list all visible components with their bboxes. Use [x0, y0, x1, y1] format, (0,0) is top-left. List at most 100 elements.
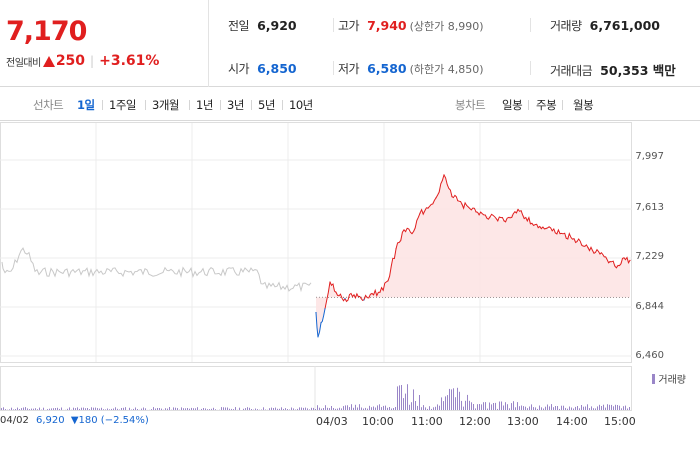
x-tick-label: 13:00 — [507, 415, 539, 428]
x-tick-label: 11:00 — [411, 415, 443, 428]
volume-bar — [13, 409, 14, 410]
price-point — [623, 257, 625, 259]
volume-bar — [431, 408, 432, 410]
volume-bar — [349, 407, 350, 410]
price-point — [363, 299, 365, 301]
price-point — [617, 264, 619, 267]
volume-bar — [495, 402, 496, 410]
volume-bar — [193, 408, 194, 410]
volume-bar — [11, 407, 12, 410]
volume-bar — [317, 405, 318, 410]
volume-bar — [433, 407, 434, 410]
price-chart[interactable]: 7,997 7,613 7,229 6,844 6,460 거래량 04/02 … — [0, 122, 700, 450]
volume-bar — [43, 407, 44, 410]
volume-bar — [285, 408, 286, 410]
volume-bar — [287, 409, 288, 410]
change-percent: +3.61% — [99, 53, 160, 69]
volume-bar — [291, 407, 292, 410]
price-line-segment — [427, 197, 437, 209]
volume-bar — [389, 407, 390, 410]
volume-bar — [225, 407, 226, 410]
volume-bar — [565, 407, 566, 410]
price-line-segment — [335, 291, 346, 302]
divider — [333, 61, 334, 75]
volume-bar — [537, 408, 538, 410]
volume-bar — [197, 407, 198, 410]
volume-bar — [363, 408, 364, 410]
volume-bar — [367, 408, 368, 410]
price-block: 7,170 전일대비 250 | +3.61% — [0, 0, 209, 87]
volume-bar — [603, 404, 604, 410]
change-row: 전일대비 250 | +3.61% — [6, 53, 159, 69]
divider — [530, 18, 531, 32]
volume-bar — [19, 409, 20, 410]
volume-bar — [583, 406, 584, 410]
price-line-segment — [617, 257, 625, 267]
stat-sub: (하한가 4,850) — [409, 63, 484, 76]
volume-bar — [1, 408, 2, 410]
period-10y[interactable]: 10년 — [289, 98, 313, 112]
price-point — [489, 216, 491, 218]
period-5y[interactable]: 5년 — [258, 98, 275, 112]
period-3m[interactable]: 3개월 — [152, 98, 179, 112]
stat-value: 6,761,000 — [589, 18, 661, 33]
divider — [562, 100, 563, 110]
price-point — [344, 298, 346, 300]
volume-bar — [333, 408, 334, 410]
volume-bar — [541, 407, 542, 410]
volume-bar — [303, 407, 304, 410]
volume-bar — [283, 408, 284, 410]
volume-bar — [167, 408, 168, 410]
volume-bar — [341, 408, 342, 410]
period-1d[interactable]: 1일 — [77, 98, 95, 112]
volume-bar — [613, 406, 614, 410]
x-tick-label: 15:00 — [604, 415, 636, 428]
volume-bar — [25, 407, 26, 410]
price-line-segment — [461, 201, 477, 213]
volume-bar — [323, 408, 324, 410]
volume-bar — [173, 407, 174, 410]
price-line-segment — [344, 292, 355, 303]
volume-bar — [445, 396, 446, 410]
candle-monthly[interactable]: 월봉 — [573, 98, 594, 112]
volume-bar — [129, 407, 130, 410]
volume-bar — [581, 405, 582, 410]
volume-bar — [347, 405, 348, 410]
period-1w[interactable]: 1주일 — [109, 98, 136, 112]
candle-weekly[interactable]: 주봉 — [536, 98, 557, 112]
volume-bar — [607, 404, 608, 410]
volume-bar — [117, 408, 118, 410]
volume-bar — [531, 404, 532, 410]
volume-bar — [223, 407, 224, 410]
line-chart-label: 선차트 — [33, 98, 64, 112]
volume-bar — [131, 409, 132, 410]
volume-bar — [105, 409, 106, 410]
volume-bar — [457, 387, 458, 410]
candle-daily[interactable]: 일봉 — [502, 98, 523, 112]
volume-bar — [533, 407, 534, 410]
period-3y[interactable]: 3년 — [227, 98, 244, 112]
volume-bar — [35, 408, 36, 410]
volume-bar — [455, 397, 456, 410]
volume-bar — [507, 404, 508, 410]
volume-bar — [135, 407, 136, 410]
price-point — [315, 312, 317, 314]
price-point — [324, 308, 326, 310]
volume-bar — [103, 409, 104, 410]
volume-bar — [325, 405, 326, 410]
volume-bar — [545, 406, 546, 410]
volume-bar — [437, 404, 438, 410]
volume-bar — [269, 408, 270, 410]
volume-bar — [365, 407, 366, 410]
stat-value: 7,940 — [367, 18, 407, 33]
price-point — [443, 174, 445, 176]
volume-bar — [319, 407, 320, 410]
volume-panel-frame — [0, 366, 632, 411]
period-1y[interactable]: 1년 — [196, 98, 213, 112]
volume-bar — [151, 409, 152, 410]
volume-bar — [9, 409, 10, 410]
volume-bar — [483, 402, 484, 410]
volume-bar — [215, 409, 216, 410]
volume-bar — [189, 408, 190, 410]
volume-bar — [593, 408, 594, 410]
